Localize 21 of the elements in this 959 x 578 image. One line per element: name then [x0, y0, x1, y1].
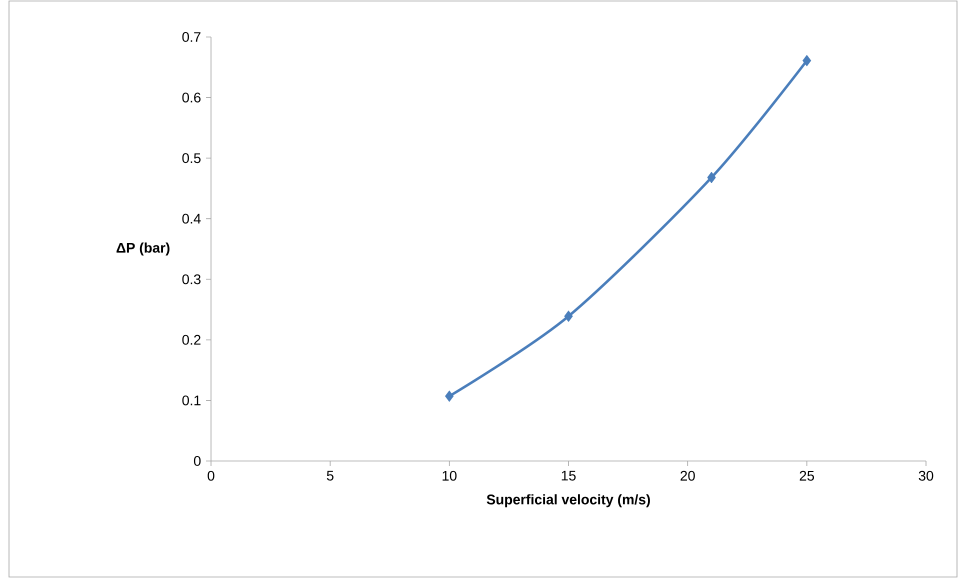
point: [802, 54, 812, 66]
point: [564, 310, 573, 322]
y-tick-label: 0.7: [182, 32, 200, 42]
x-tick-label: 0: [208, 470, 214, 481]
point: [444, 390, 454, 402]
y-axis-title: ΔP (bar): [116, 242, 170, 256]
y-tick-label: 0.2: [182, 334, 200, 345]
x-tick-label: 30: [918, 470, 934, 481]
y-tick-label: 0: [194, 456, 201, 466]
y-tick-label: 0.4: [182, 214, 201, 224]
x-tick-label: 20: [680, 470, 695, 481]
y-tick-label: 0.5: [182, 153, 201, 164]
point: [707, 172, 716, 184]
x-axis-title: Superficial velocity (m/s): [486, 494, 650, 508]
x-tick-label: 5: [326, 470, 334, 481]
x-tick-label: 15: [562, 470, 576, 481]
y-tick-label: 0.1: [182, 395, 200, 406]
y-tick-label: 0.3: [182, 274, 201, 284]
x-tick-label: 10: [442, 470, 457, 481]
y-tick-label: 0.6: [182, 92, 201, 103]
x-tick-label: 25: [800, 470, 814, 481]
